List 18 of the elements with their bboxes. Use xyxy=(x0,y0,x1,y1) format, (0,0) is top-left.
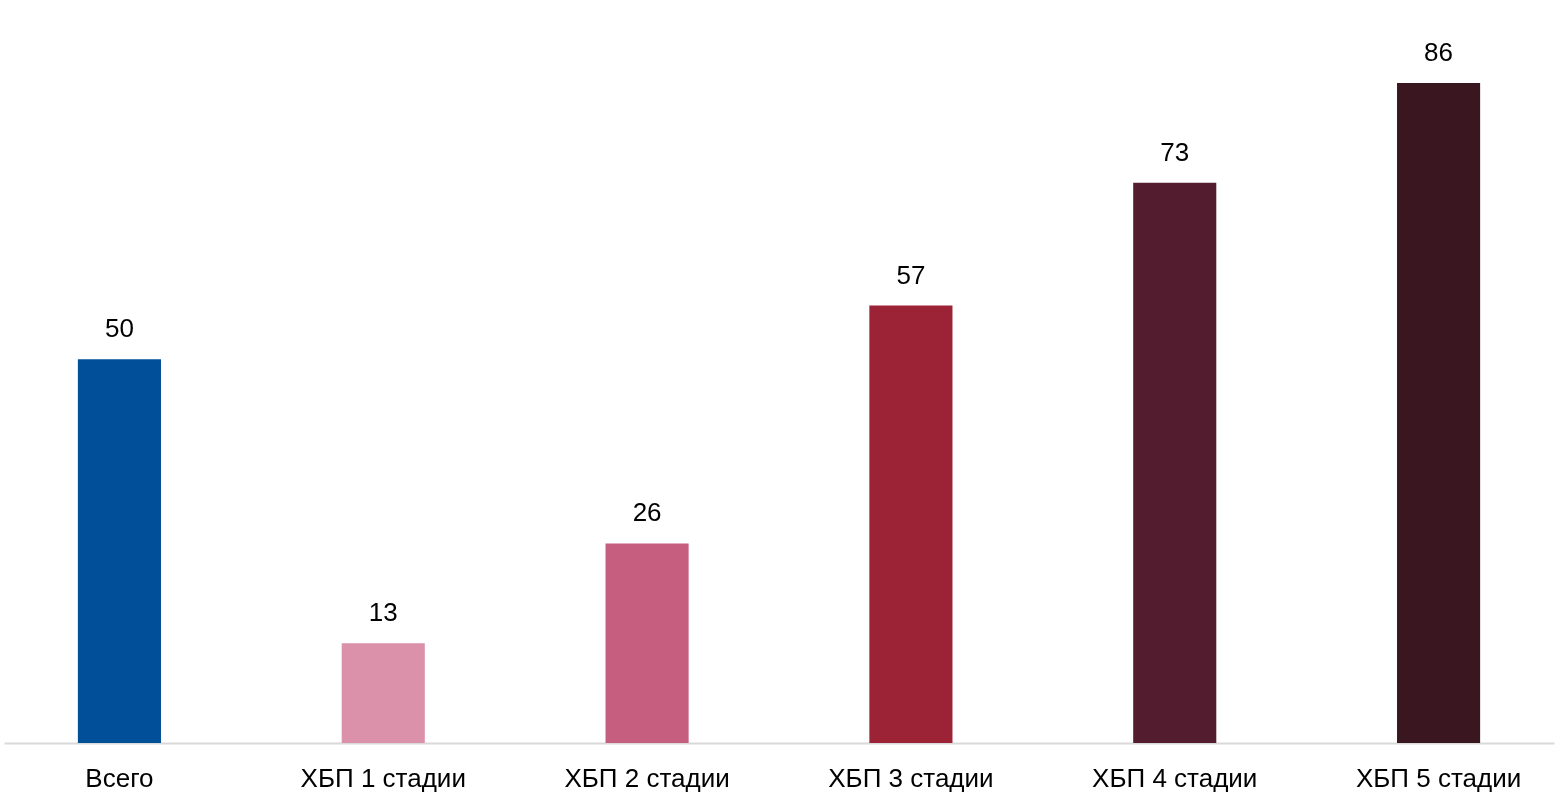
bar xyxy=(605,543,689,743)
bar xyxy=(77,359,161,743)
x-tick-label: ХБП 4 стадии xyxy=(1092,762,1258,793)
x-tick-label: ХБП 5 стадии xyxy=(1355,762,1522,793)
x-tick-label: ХБП 2 стадии xyxy=(564,762,730,793)
data-label: 13 xyxy=(368,597,398,628)
data-label: 50 xyxy=(104,313,134,344)
bar xyxy=(1397,83,1481,743)
bar xyxy=(869,305,953,743)
data-label: 57 xyxy=(896,259,926,290)
data-label: 26 xyxy=(632,497,662,528)
x-tick-label: Всего xyxy=(85,762,154,793)
bar xyxy=(1133,182,1217,743)
x-tick-label: ХБП 3 стадии xyxy=(828,762,994,793)
x-tick-label: ХБП 1 стадии xyxy=(300,762,466,793)
data-label: 73 xyxy=(1160,136,1190,167)
bar xyxy=(341,643,425,743)
data-label: 86 xyxy=(1424,37,1454,67)
